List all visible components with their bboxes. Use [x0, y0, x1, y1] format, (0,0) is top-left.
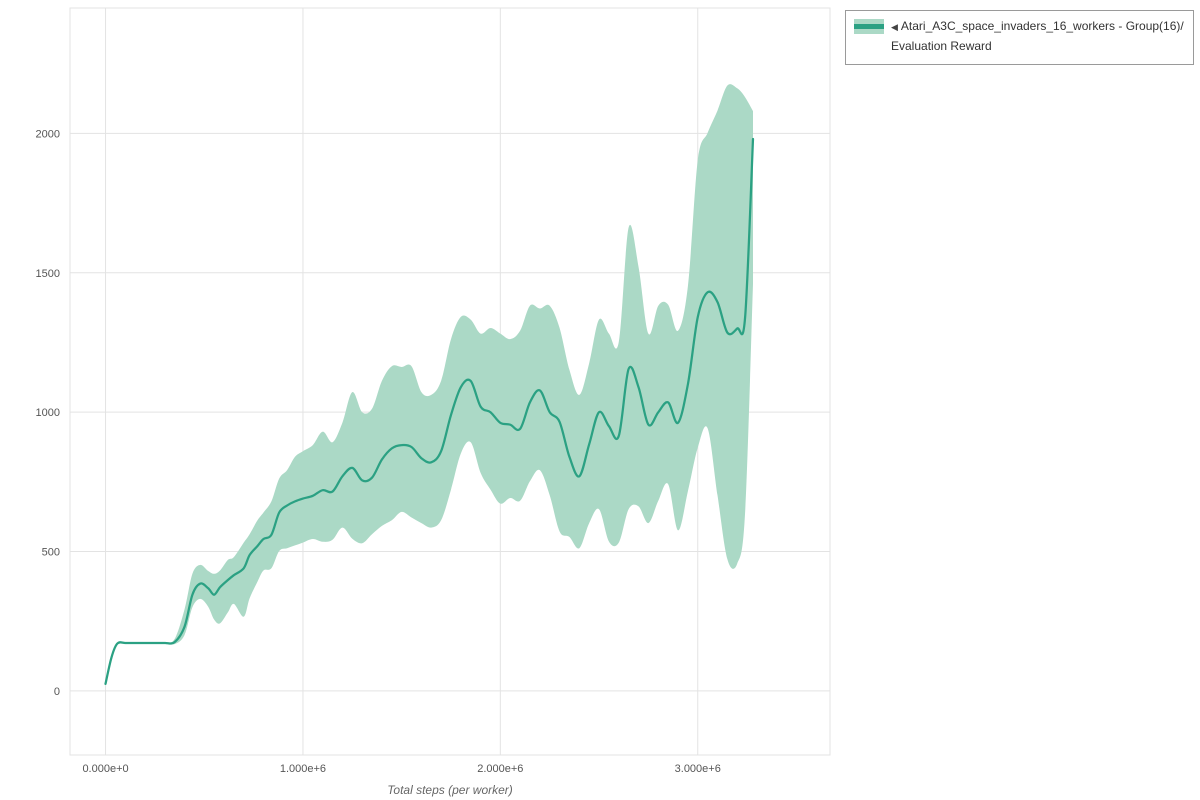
chart-area: 0.000e+0 1.000e+6 2.000e+6 3.000e+6 0 500 1000… — [36, 7, 831, 797]
x-axis-title: Total steps (per worker) — [387, 783, 513, 797]
y-tick-label: 0 — [54, 686, 60, 698]
plot-border — [69, 7, 831, 756]
x-tick-label: 0.000e+0 — [82, 763, 128, 775]
confidence-band — [105, 84, 753, 686]
reward-line — [104, 137, 755, 686]
x-tick-label: 1.000e+6 — [280, 763, 326, 775]
grid-lines — [70, 8, 830, 755]
x-tick-labels: 0.000e+0 1.000e+6 2.000e+6 3.000e+6 — [82, 763, 720, 775]
x-tick-label: 2.000e+6 — [477, 763, 523, 775]
reward-chart-svg: 0.000e+0 1.000e+6 2.000e+6 3.000e+6 0 500 1000… — [36, 7, 831, 775]
y-tick-label: 500 — [42, 547, 60, 559]
y-tick-label: 1000 — [36, 407, 60, 419]
legend-collapse-icon[interactable]: ◀ — [891, 22, 898, 32]
legend-text: ◀ Atari_A3C_space_invaders_16_workers - G… — [891, 17, 1184, 56]
y-tick-label: 2000 — [36, 128, 60, 140]
y-tick-labels: 0 500 1000 1500 2000 — [36, 128, 60, 697]
y-tick-label: 1500 — [36, 268, 60, 280]
x-tick-label: 3.000e+6 — [675, 763, 721, 775]
series-swatch-icon — [854, 19, 884, 34]
legend-series-line: ◀ Atari_A3C_space_invaders_16_workers - G… — [891, 17, 1184, 37]
legend-metric-label: Evaluation Reward — [891, 39, 992, 53]
legend-item-evaluation-reward[interactable]: ◀ Atari_A3C_space_invaders_16_workers - G… — [845, 10, 1194, 65]
legend-series-label: Atari_A3C_space_invaders_16_workers - Gr… — [900, 19, 1184, 33]
legend: ◀ Atari_A3C_space_invaders_16_workers - G… — [845, 10, 1194, 65]
